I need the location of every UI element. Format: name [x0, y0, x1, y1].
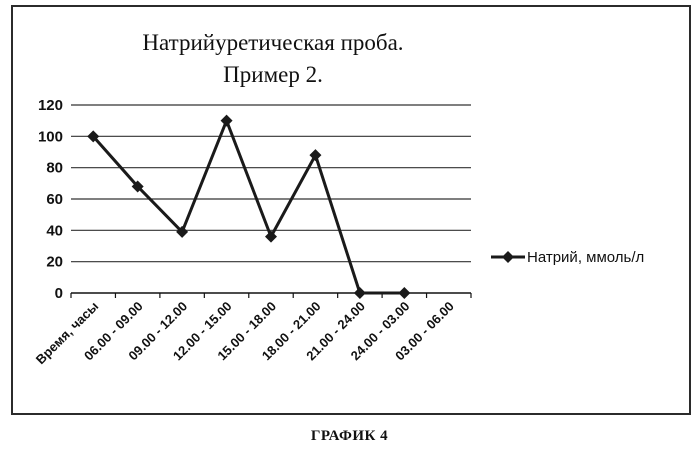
y-tick-label-60: 60 [46, 191, 63, 208]
chart-title-line-2: Пример 2. [223, 62, 323, 87]
data-point-7 [398, 287, 410, 299]
legend: Натрий, ммоль/л [491, 249, 644, 266]
legend-label: Натрий, ммоль/л [527, 249, 644, 266]
series-line-0 [93, 121, 404, 293]
line-chart: Натрийуретическая проба. Пример 2. 0 20 40… [13, 7, 689, 413]
legend-marker [502, 251, 514, 263]
data-point-4 [265, 231, 277, 243]
chart-frame: Натрийуретическая проба. Пример 2. 0 20 40… [11, 5, 691, 415]
axes [71, 293, 471, 298]
figure-caption: ГРАФИК 4 [0, 428, 699, 445]
y-tick-label-40: 40 [46, 222, 63, 239]
y-tick-label-100: 100 [38, 128, 63, 145]
y-tick-label-0: 0 [55, 285, 63, 302]
data-point-3 [221, 115, 233, 127]
chart-title-line-1: Натрийуретическая проба. [142, 30, 403, 55]
y-tick-label-80: 80 [46, 160, 63, 177]
data-point-5 [309, 149, 321, 161]
x-tick-labels: Время, часы06.00 - 09.0009.00 - 12.0012.… [33, 299, 457, 368]
y-tick-label-120: 120 [38, 97, 63, 114]
y-tick-labels: 0 20 40 60 80 100 120 [38, 97, 63, 302]
series-layer [87, 115, 410, 299]
data-point-6 [354, 287, 366, 299]
y-tick-label-20: 20 [46, 254, 63, 271]
